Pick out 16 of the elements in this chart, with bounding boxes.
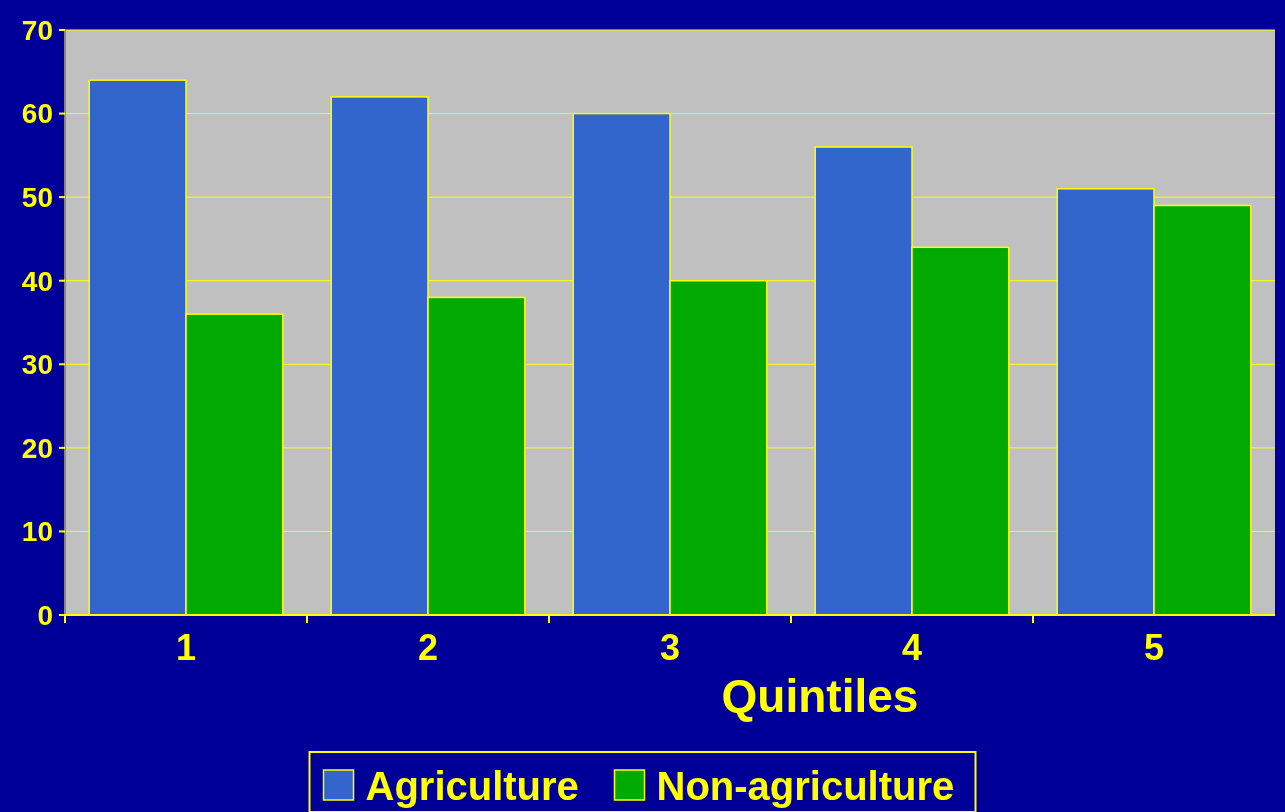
y-tick-label: 0 (37, 599, 53, 631)
legend-label: Non-agriculture (656, 764, 955, 808)
y-tick-label: 10 (21, 516, 53, 548)
y-tick-label: 70 (21, 14, 53, 46)
y-tick-label: 60 (21, 98, 53, 130)
x-axis-title: Quintiles (721, 670, 919, 722)
y-tick-label: 50 (21, 181, 53, 213)
y-tick-label: 40 (21, 265, 53, 297)
x-tick-label: 1 (175, 627, 197, 668)
x-tick-label: 5 (1143, 627, 1165, 668)
x-tick-label: 3 (659, 627, 681, 668)
legend-label: Agriculture (365, 764, 579, 808)
y-tick-label: 20 (21, 432, 53, 464)
y-tick-label: 30 (21, 349, 53, 381)
x-tick-label: 2 (417, 627, 439, 668)
x-tick-label: 4 (901, 627, 923, 668)
